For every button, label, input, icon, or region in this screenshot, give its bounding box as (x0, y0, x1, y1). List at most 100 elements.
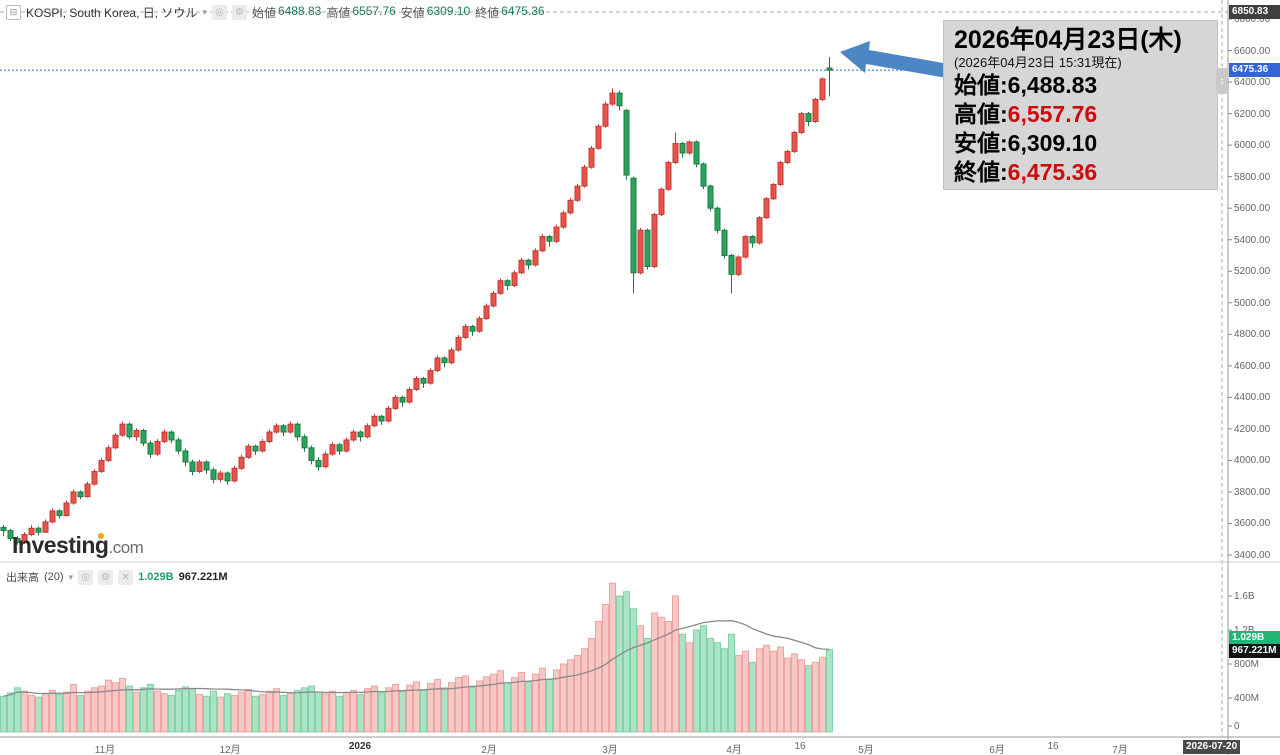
volume-bar (322, 693, 329, 733)
volume-bar (434, 678, 441, 733)
candle (630, 177, 637, 274)
candle (294, 423, 301, 438)
candle (539, 236, 546, 252)
candle (693, 141, 700, 165)
summary-low-label: 安値 (954, 130, 1000, 156)
volume-current-value: 967.221M (178, 571, 228, 583)
volume-bar (469, 685, 476, 733)
volume-bar (812, 661, 819, 733)
volume-bar (336, 695, 343, 733)
candle (595, 125, 602, 149)
time-tick-label: 3月 (602, 745, 618, 755)
volume-indicator-name[interactable]: 出来高 (6, 572, 39, 584)
candle (427, 370, 434, 384)
volume-bar (497, 670, 504, 733)
volume-bar (735, 655, 742, 733)
candle (714, 207, 721, 231)
volume-bar (784, 657, 791, 733)
volume-bar (0, 695, 7, 733)
candle (14, 537, 21, 543)
candle (749, 236, 756, 244)
volume-bar (707, 638, 714, 733)
eye-icon[interactable]: ◎ (78, 569, 94, 585)
volume-bar (686, 642, 693, 733)
eye-icon[interactable]: ◎ (211, 5, 227, 20)
volume-bar (630, 608, 637, 733)
volume-tick-label: 1.6B (1234, 591, 1255, 602)
volume-bar (532, 673, 539, 733)
volume-bar (119, 677, 126, 733)
volume-bar (553, 669, 560, 733)
candle (700, 163, 707, 187)
collapse-icon[interactable]: ⊟ (6, 5, 21, 20)
summary-close-row: 終値:6,475.36 (954, 159, 1098, 185)
candle (126, 423, 133, 438)
candle (308, 447, 315, 461)
volume-tick-label: 400M (1234, 693, 1260, 704)
summary-open-row: 始値:6,488.83 (954, 72, 1098, 98)
candle (637, 229, 644, 274)
volume-bar (217, 696, 224, 733)
candle (0, 526, 7, 532)
chevron-down-icon[interactable]: ▾ (68, 571, 74, 582)
close-icon[interactable]: ✕ (118, 569, 134, 585)
volume-bar (826, 649, 833, 733)
candle (448, 349, 455, 364)
volume-bar (406, 684, 413, 733)
chevron-down-icon[interactable]: ▾ (202, 7, 207, 17)
volume-current-badge: 967.221M (1229, 643, 1280, 658)
candle (686, 141, 693, 154)
candle (420, 377, 427, 384)
volume-bar (490, 673, 497, 733)
price-scale-drag-icon[interactable]: ↕ (1216, 68, 1228, 95)
volume-bar (637, 625, 644, 733)
volume-bar (287, 692, 294, 733)
candle (392, 396, 399, 409)
volume-bar (56, 694, 63, 733)
volume-bar (21, 690, 28, 733)
volume-bar (455, 677, 462, 733)
volume-bar (105, 679, 112, 733)
candle (441, 357, 448, 364)
price-tick-label: 4800.00 (1234, 329, 1271, 341)
settings-icon[interactable]: ⚙ (98, 569, 114, 585)
ohlc-low: 安値 6309.10 (401, 4, 470, 21)
price-tick-label: 5400.00 (1234, 234, 1271, 246)
volume-bar (658, 616, 665, 733)
volume-bar (364, 688, 371, 733)
volume-bar (777, 646, 784, 733)
volume-bar (98, 685, 105, 733)
volume-bar (805, 665, 812, 733)
instrument-legend: ⊟ KOSPI, South Korea, 日, ソウル ▾ ◎ ⚙ 始値 648… (6, 4, 545, 21)
candle (112, 434, 119, 449)
time-tick-label: 4月 (726, 745, 742, 755)
volume-bar (483, 676, 490, 733)
volume-bar (679, 633, 686, 733)
time-tick-label: 2026 (348, 741, 372, 752)
candle (707, 185, 714, 209)
price-tick-label: 3400.00 (1234, 550, 1271, 562)
volume-bar (791, 653, 798, 733)
volume-bar (602, 604, 609, 733)
volume-bar (84, 690, 91, 733)
volume-bar (385, 687, 392, 733)
volume-bar (49, 689, 56, 733)
volume-bar (315, 691, 322, 733)
summary-date-title: 2026年04月23日(木) (954, 26, 1182, 54)
volume-bar (714, 642, 721, 733)
candle (826, 67, 833, 71)
instrument-title[interactable]: KOSPI, South Korea, 日, ソウル (26, 6, 198, 20)
candle (784, 150, 791, 163)
volume-bar (350, 689, 357, 733)
candle (77, 491, 84, 498)
volume-bar (399, 690, 406, 733)
volume-bar (441, 687, 448, 733)
price-tick-label: 6200.00 (1234, 108, 1271, 120)
price-tick-label: 3600.00 (1234, 518, 1271, 530)
investing-logo: Investing.com (12, 532, 144, 559)
volume-bar (112, 682, 119, 733)
settings-icon[interactable]: ⚙ (231, 5, 247, 20)
arrow-icon (840, 41, 949, 78)
time-tick-label: 16 (794, 741, 806, 752)
